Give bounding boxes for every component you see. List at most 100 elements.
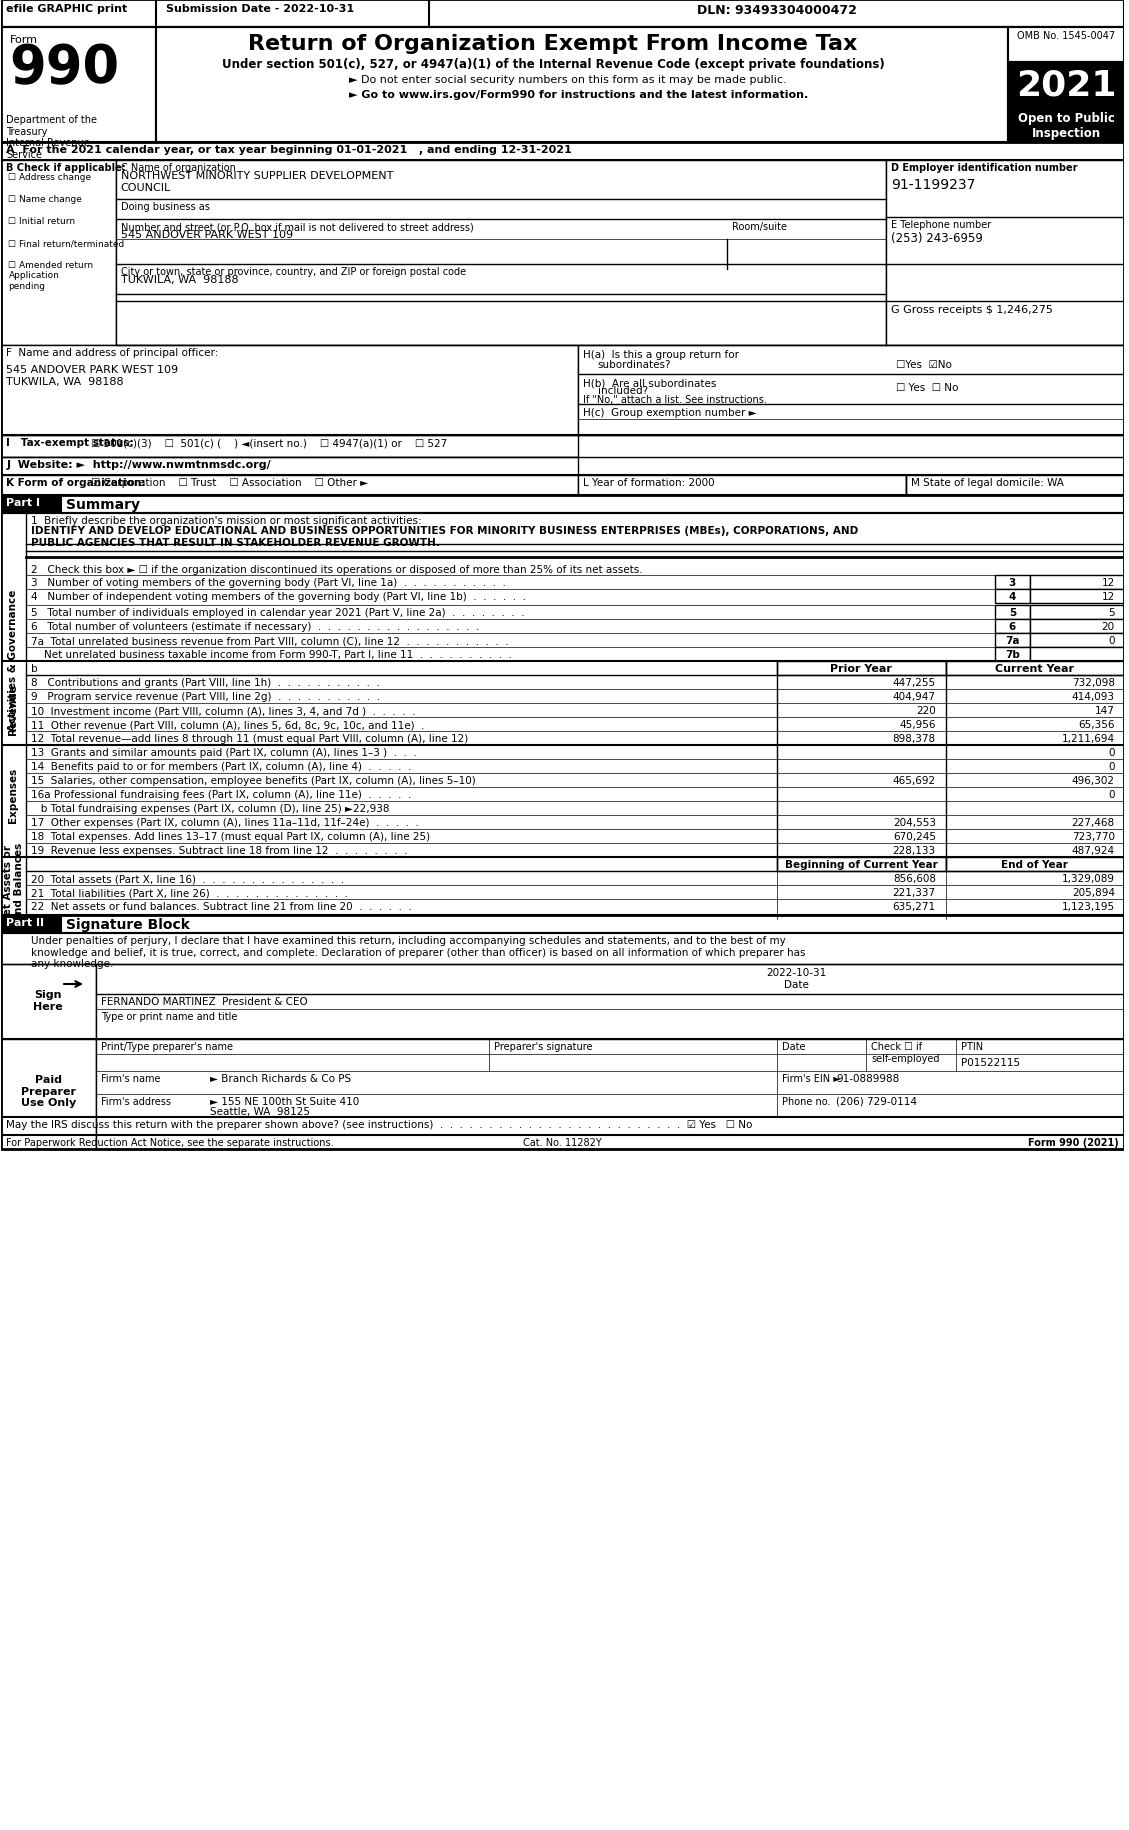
- Text: Current Year: Current Year: [995, 664, 1074, 673]
- Text: Summary: Summary: [67, 498, 140, 512]
- Bar: [1031, 633, 1123, 648]
- Bar: [1, 143, 1123, 161]
- Bar: [905, 476, 1123, 496]
- Text: Activities & Governance: Activities & Governance: [8, 589, 18, 730]
- Bar: [1008, 27, 1123, 62]
- Text: 3   Number of voting members of the governing body (Part VI, line 1a)  .  .  .  : 3 Number of voting members of the govern…: [32, 578, 506, 587]
- Text: 635,271: 635,271: [893, 902, 936, 911]
- Text: b: b: [32, 664, 38, 673]
- Text: OMB No. 1545-0047: OMB No. 1545-0047: [1017, 31, 1115, 40]
- Text: B Check if applicable:: B Check if applicable:: [7, 163, 126, 172]
- Text: 6: 6: [1008, 622, 1016, 631]
- Text: 856,608: 856,608: [893, 873, 936, 884]
- Text: 45,956: 45,956: [900, 719, 936, 730]
- Text: NORTHWEST MINORITY SUPPLIER DEVELOPMENT
COUNCIL: NORTHWEST MINORITY SUPPLIER DEVELOPMENT …: [121, 170, 393, 192]
- Text: 220: 220: [916, 706, 936, 716]
- Text: 3: 3: [1008, 578, 1016, 587]
- Text: G Gross receipts $ 1,246,275: G Gross receipts $ 1,246,275: [891, 306, 1053, 315]
- Bar: [1031, 589, 1123, 604]
- Text: D Employer identification number: D Employer identification number: [891, 163, 1077, 172]
- Bar: [1, 458, 578, 476]
- Text: Firm's address: Firm's address: [100, 1096, 170, 1107]
- Text: Type or print name and title: Type or print name and title: [100, 1012, 237, 1021]
- Text: 7a: 7a: [1005, 635, 1019, 646]
- Text: H(b)  Are all subordinates: H(b) Are all subordinates: [583, 377, 717, 388]
- Text: ☐ Address change: ☐ Address change: [8, 172, 91, 181]
- Text: ► 155 NE 100th St Suite 410: ► 155 NE 100th St Suite 410: [210, 1096, 359, 1107]
- Text: ► Branch Richards & Co PS: ► Branch Richards & Co PS: [210, 1074, 351, 1083]
- Bar: [1, 436, 578, 458]
- Text: 414,093: 414,093: [1071, 692, 1114, 701]
- Text: subordinates?: subordinates?: [598, 361, 672, 370]
- Text: 5: 5: [1008, 608, 1016, 619]
- Text: 0: 0: [1109, 635, 1114, 646]
- Text: 496,302: 496,302: [1071, 776, 1114, 785]
- Text: Firm's name: Firm's name: [100, 1074, 160, 1083]
- Text: 91-1199237: 91-1199237: [891, 178, 975, 192]
- Text: 221,337: 221,337: [893, 888, 936, 897]
- Text: ☐ Name change: ☐ Name change: [8, 194, 82, 203]
- Text: 147: 147: [1095, 706, 1114, 716]
- Bar: [1031, 620, 1123, 633]
- Text: 18  Total expenses. Add lines 13–17 (must equal Part IX, column (A), line 25): 18 Total expenses. Add lines 13–17 (must…: [32, 831, 430, 842]
- Text: 1,211,694: 1,211,694: [1061, 734, 1114, 743]
- Bar: [1, 0, 1123, 1149]
- Bar: [96, 1039, 1123, 1149]
- Text: Expenses: Expenses: [8, 767, 18, 822]
- Bar: [96, 964, 1123, 1039]
- Bar: [1008, 108, 1123, 143]
- Text: 7a  Total unrelated business revenue from Part VIII, column (C), line 12  .  .  : 7a Total unrelated business revenue from…: [32, 635, 509, 646]
- Text: FERNANDO MARTINEZ  President & CEO: FERNANDO MARTINEZ President & CEO: [100, 997, 307, 1006]
- Text: J  Website: ►  http://www.nwmtnmsdc.org/: J Website: ► http://www.nwmtnmsdc.org/: [7, 459, 271, 470]
- Text: Submission Date - 2022-10-31: Submission Date - 2022-10-31: [166, 4, 353, 15]
- Text: M State of legal domicile: WA: M State of legal domicile: WA: [911, 478, 1064, 489]
- Text: Number and street (or P.O. box if mail is not delivered to street address): Number and street (or P.O. box if mail i…: [121, 221, 473, 232]
- Text: A  For the 2021 calendar year, or tax year beginning 01-01-2021   , and ending 1: A For the 2021 calendar year, or tax yea…: [7, 145, 572, 156]
- Text: P01522115: P01522115: [961, 1058, 1019, 1067]
- Text: ☐ Initial return: ☐ Initial return: [8, 218, 76, 225]
- Text: For Paperwork Reduction Act Notice, see the separate instructions.: For Paperwork Reduction Act Notice, see …: [7, 1138, 334, 1147]
- Text: May the IRS discuss this return with the preparer shown above? (see instructions: May the IRS discuss this return with the…: [7, 1120, 753, 1129]
- Bar: [996, 633, 1031, 648]
- Text: 1,329,089: 1,329,089: [1061, 873, 1114, 884]
- Text: 487,924: 487,924: [1071, 845, 1114, 856]
- Text: Sign
Here: Sign Here: [34, 990, 63, 1010]
- Text: Net Assets or
Fund Balances: Net Assets or Fund Balances: [2, 842, 24, 928]
- Text: ☑ Corporation    ☐ Trust    ☐ Association    ☐ Other ►: ☑ Corporation ☐ Trust ☐ Association ☐ Ot…: [91, 478, 368, 489]
- Text: TUKWILA, WA  98188: TUKWILA, WA 98188: [121, 274, 238, 285]
- Text: ☐Yes  ☑No: ☐Yes ☑No: [896, 361, 952, 370]
- Text: PTIN: PTIN: [961, 1041, 983, 1052]
- Text: Under section 501(c), 527, or 4947(a)(1) of the Internal Revenue Code (except pr: Under section 501(c), 527, or 4947(a)(1)…: [221, 59, 884, 71]
- Text: Signature Block: Signature Block: [67, 917, 190, 931]
- Text: Seattle, WA  98125: Seattle, WA 98125: [210, 1107, 310, 1116]
- Text: 0: 0: [1109, 748, 1114, 758]
- Bar: [996, 648, 1031, 662]
- Text: DLN: 93493304000472: DLN: 93493304000472: [698, 4, 857, 16]
- Text: 16a Professional fundraising fees (Part IX, column (A), line 11e)  .  .  .  .  .: 16a Professional fundraising fees (Part …: [32, 789, 412, 800]
- Text: Form: Form: [9, 35, 37, 46]
- Text: 990: 990: [9, 42, 120, 93]
- Bar: [886, 161, 1123, 346]
- Text: 465,692: 465,692: [893, 776, 936, 785]
- Text: b Total fundraising expenses (Part IX, column (D), line 25) ►22,938: b Total fundraising expenses (Part IX, c…: [32, 803, 390, 814]
- Text: 7b: 7b: [1005, 650, 1019, 659]
- Bar: [777, 662, 946, 675]
- Text: IDENTIFY AND DEVELOP EDUCATIONAL AND BUSINESS OPPORTUNITIES FOR MINORITY BUSINES: IDENTIFY AND DEVELOP EDUCATIONAL AND BUS…: [32, 525, 858, 547]
- Bar: [996, 606, 1031, 620]
- Bar: [1, 0, 1123, 27]
- Bar: [61, 915, 1123, 933]
- Text: H(c)  Group exemption number ►: H(c) Group exemption number ►: [583, 408, 756, 417]
- Bar: [1, 1039, 96, 1149]
- Text: 14  Benefits paid to or for members (Part IX, column (A), line 4)  .  .  .  .  .: 14 Benefits paid to or for members (Part…: [32, 761, 412, 772]
- Bar: [777, 858, 946, 871]
- Text: I   Tax-exempt status:: I Tax-exempt status:: [7, 437, 134, 448]
- Text: Prior Year: Prior Year: [830, 664, 892, 673]
- Text: ☐ Amended return
Application
pending: ☐ Amended return Application pending: [8, 262, 94, 291]
- Bar: [946, 858, 1123, 871]
- Bar: [578, 346, 1123, 436]
- Bar: [1, 161, 116, 346]
- Text: Open to Public
Inspection: Open to Public Inspection: [1017, 112, 1114, 139]
- Text: Cat. No. 11282Y: Cat. No. 11282Y: [523, 1138, 602, 1147]
- Text: 732,098: 732,098: [1071, 677, 1114, 688]
- Text: Doing business as: Doing business as: [121, 201, 210, 212]
